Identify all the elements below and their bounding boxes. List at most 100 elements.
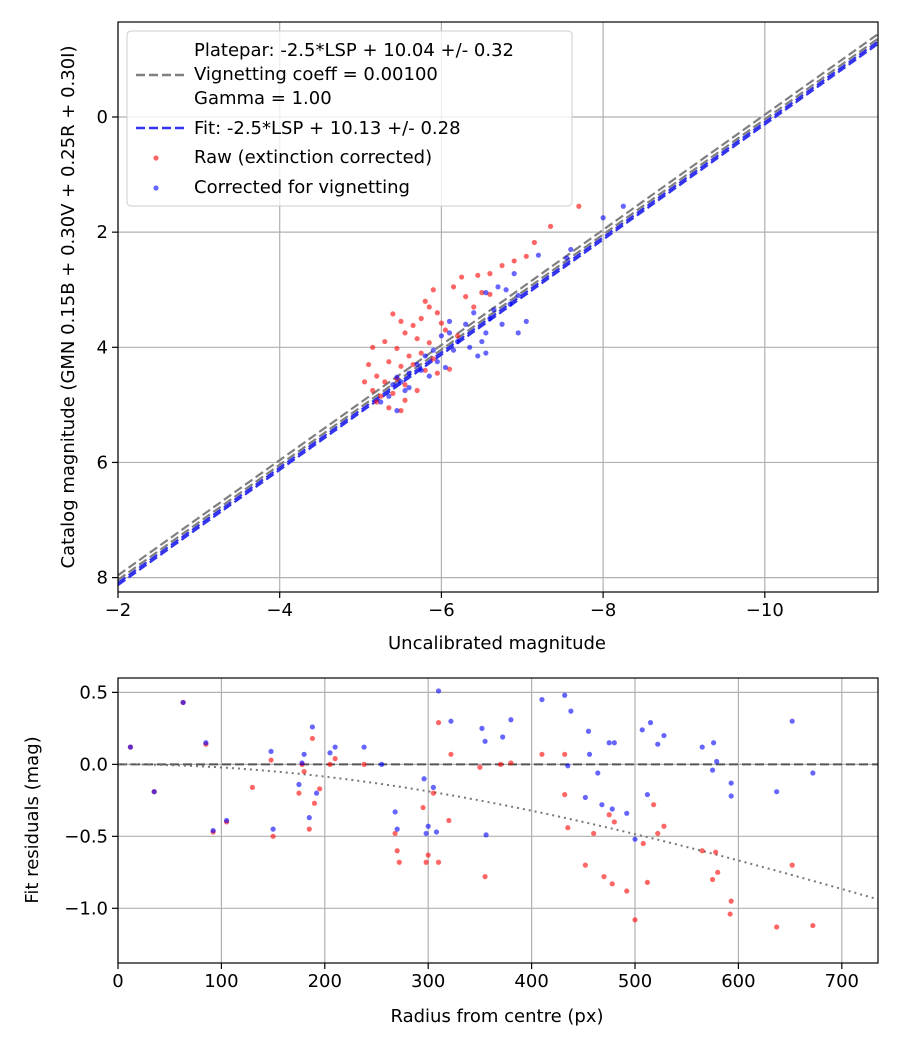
- x-tick-label: 100: [204, 971, 238, 992]
- y-tick-label: 6: [97, 452, 108, 473]
- raw-point: [562, 791, 568, 798]
- corrected-point: [406, 385, 412, 391]
- corrected-point: [442, 364, 449, 371]
- corrected-point: [515, 330, 521, 336]
- corrected-point: [499, 321, 505, 327]
- corrected-point: [422, 353, 428, 359]
- bottom-ylabel: Fit residuals (mag): [22, 736, 43, 903]
- corrected-point: [495, 284, 501, 290]
- raw-point: [434, 310, 440, 316]
- raw-point: [487, 291, 493, 297]
- corrected-point: [535, 252, 542, 258]
- raw-point: [565, 825, 571, 831]
- raw-point: [398, 408, 404, 414]
- top-ylabel: Catalog magnitude (GMN 0.15B + 0.30V + 0…: [58, 45, 79, 568]
- bottom-reference-lines: [118, 763, 878, 901]
- raw-point: [728, 898, 734, 904]
- top-scatter-points: [361, 203, 626, 414]
- corrected-point: [446, 318, 453, 324]
- corrected-point: [483, 330, 489, 336]
- y-tick-label: 0.0: [79, 754, 108, 775]
- raw-point: [382, 338, 388, 345]
- raw-point: [394, 848, 400, 854]
- raw-point: [576, 203, 582, 209]
- raw-point: [459, 274, 465, 280]
- bottom-chart: 0 100 200 300 400 500 600 700 0.5 0.0 −0.5 −1.0 Rad…: [22, 677, 879, 1027]
- raw-point: [448, 751, 454, 757]
- raw-point: [523, 253, 529, 259]
- raw-point: [479, 290, 485, 296]
- corrected-point: [624, 810, 630, 816]
- raw-point: [426, 304, 432, 310]
- x-tick-label: −8: [590, 600, 617, 621]
- raw-point: [606, 812, 612, 818]
- raw-point: [477, 764, 483, 770]
- raw-point: [450, 284, 457, 290]
- corrected-point: [585, 728, 592, 734]
- corrected-point: [127, 744, 134, 750]
- corrected-point: [595, 770, 601, 776]
- raw-point: [406, 353, 412, 359]
- corrected-point: [507, 301, 513, 307]
- corrected-point: [483, 290, 489, 296]
- corrected-point: [378, 399, 384, 405]
- corrected-point: [632, 836, 638, 842]
- raw-point: [442, 327, 449, 333]
- corrected-point: [714, 758, 720, 765]
- raw-point: [268, 757, 274, 763]
- corrected-point: [446, 330, 453, 336]
- corrected-point: [309, 724, 315, 730]
- legend-raw-label: Raw (extinction corrected): [194, 147, 432, 168]
- x-tick-label: −10: [746, 600, 784, 621]
- raw-point: [414, 387, 420, 394]
- corrected-point: [479, 725, 485, 731]
- raw-point: [270, 833, 276, 839]
- raw-point: [422, 298, 428, 304]
- corrected-point: [454, 338, 461, 345]
- corrected-point: [475, 353, 481, 359]
- corrected-point: [728, 780, 734, 786]
- raw-point: [531, 239, 537, 246]
- raw-point: [435, 859, 442, 865]
- raw-point: [511, 258, 517, 264]
- raw-point: [374, 373, 380, 379]
- corrected-point: [709, 767, 716, 773]
- corrected-point: [644, 791, 651, 798]
- raw-point: [810, 922, 816, 929]
- raw-point: [591, 830, 597, 837]
- corrected-point: [639, 727, 645, 733]
- corrected-point: [435, 688, 442, 694]
- corrected-point: [203, 740, 209, 746]
- legend-fit-label: Fit: -2.5*LSP + 10.13 +/- 0.28: [194, 118, 461, 139]
- x-tick-label: 300: [411, 971, 445, 992]
- raw-point: [655, 830, 661, 837]
- raw-point: [434, 370, 440, 376]
- corrected-point: [586, 751, 593, 757]
- x-tick-label: 0: [112, 971, 123, 992]
- x-tick-label: 700: [825, 971, 859, 992]
- raw-point: [398, 363, 404, 369]
- corrected-point: [270, 826, 276, 832]
- raw-point: [475, 272, 481, 278]
- corrected-point: [386, 393, 392, 399]
- corrected-point: [568, 246, 574, 253]
- corrected-point: [425, 823, 431, 829]
- corrected-point: [327, 750, 333, 756]
- raw-point: [632, 917, 638, 923]
- corrected-point: [438, 333, 445, 339]
- corrected-point: [789, 718, 795, 724]
- corrected-point: [306, 815, 312, 821]
- x-tick-label: 600: [721, 971, 755, 992]
- corrected-point: [180, 699, 186, 706]
- corrected-point: [606, 740, 612, 746]
- raw-point: [661, 823, 667, 829]
- corrected-point: [430, 784, 436, 790]
- corrected-point: [483, 350, 489, 356]
- raw-point: [418, 315, 424, 322]
- raw-point: [390, 311, 396, 317]
- x-tick-label: −4: [266, 600, 293, 621]
- corrected-point: [423, 830, 429, 837]
- corrected-point: [565, 763, 571, 769]
- raw-point: [713, 849, 719, 855]
- x-tick-label: −2: [105, 600, 132, 621]
